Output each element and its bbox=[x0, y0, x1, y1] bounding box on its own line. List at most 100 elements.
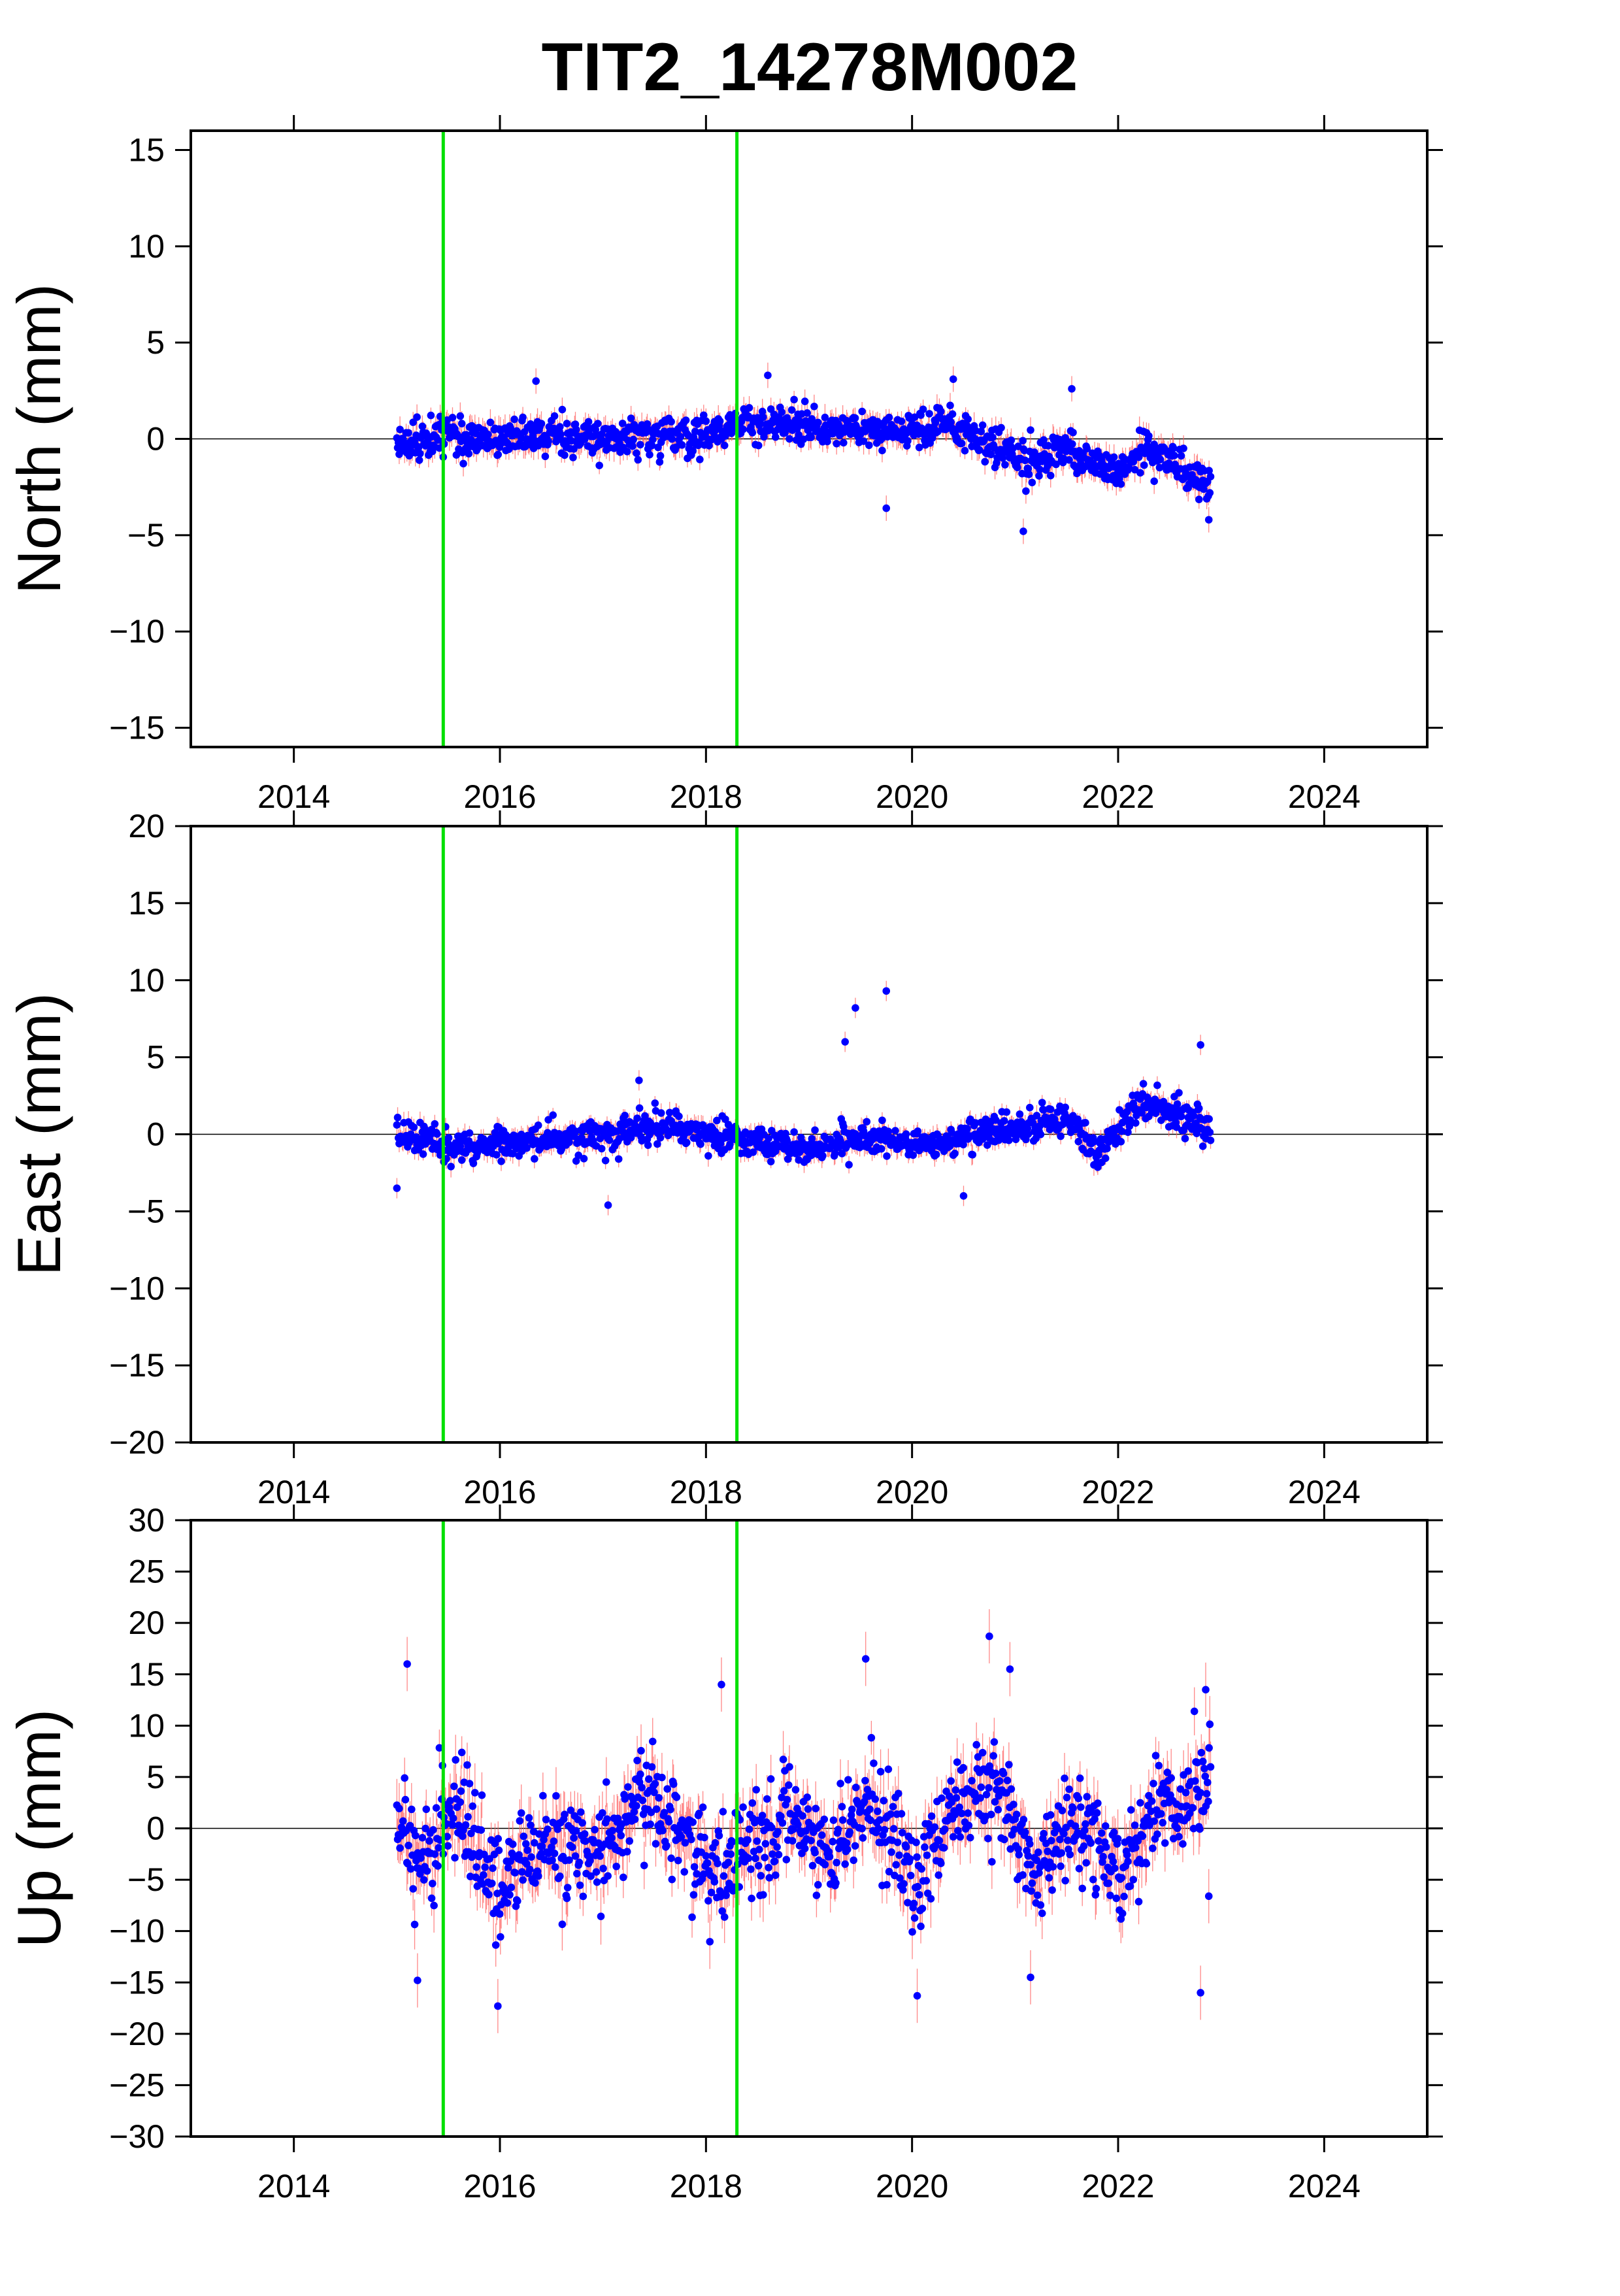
data-point bbox=[1182, 1135, 1189, 1142]
data-point bbox=[1145, 432, 1153, 440]
y-tick-label: −15 bbox=[109, 710, 165, 746]
data-point bbox=[878, 1145, 885, 1153]
error-bars bbox=[397, 363, 1210, 544]
data-point bbox=[1195, 1105, 1203, 1112]
data-point bbox=[1206, 1129, 1214, 1137]
data-point bbox=[563, 420, 571, 427]
data-point bbox=[1027, 426, 1034, 434]
data-point bbox=[1057, 1133, 1065, 1140]
data-point bbox=[1014, 464, 1021, 472]
x-tick-label: 2016 bbox=[463, 778, 536, 815]
data-point bbox=[958, 440, 966, 448]
data-point bbox=[1205, 1115, 1213, 1123]
data-point bbox=[416, 450, 424, 458]
data-point bbox=[981, 458, 989, 466]
data-point bbox=[883, 1152, 891, 1160]
data-point bbox=[1140, 461, 1148, 469]
data-point bbox=[636, 1105, 644, 1112]
data-point bbox=[667, 418, 675, 425]
x-tick-label: 2018 bbox=[670, 778, 742, 815]
data-point bbox=[833, 440, 840, 448]
outlier-point bbox=[950, 375, 957, 383]
data-point bbox=[416, 456, 423, 464]
data-point bbox=[1019, 437, 1027, 444]
data-point bbox=[914, 1127, 922, 1135]
data-point bbox=[814, 419, 822, 427]
data-point bbox=[721, 442, 729, 450]
data-point bbox=[669, 435, 676, 443]
data-point bbox=[627, 414, 635, 422]
data-point bbox=[997, 424, 1005, 432]
x-tick-label: 2024 bbox=[1288, 778, 1361, 815]
data-point bbox=[394, 1114, 402, 1122]
data-point bbox=[961, 447, 969, 455]
data-point bbox=[633, 1114, 641, 1122]
data-point bbox=[633, 450, 640, 458]
data-point bbox=[542, 452, 550, 460]
figure-title: TIT2_14278M002 bbox=[542, 29, 1078, 105]
data-point bbox=[785, 435, 793, 443]
y-tick-label: 20 bbox=[128, 808, 165, 844]
data-point bbox=[557, 431, 565, 439]
data-point bbox=[788, 406, 796, 414]
data-point bbox=[615, 1156, 623, 1163]
data-point bbox=[885, 414, 893, 422]
outlier-point bbox=[764, 371, 772, 379]
data-point bbox=[405, 429, 412, 437]
y-tick-label: −15 bbox=[109, 1347, 165, 1384]
data-point bbox=[1132, 1119, 1140, 1127]
data-point bbox=[1199, 1142, 1207, 1150]
y-tick-label: 0 bbox=[146, 421, 165, 458]
data-point bbox=[1178, 452, 1185, 460]
data-point bbox=[531, 1155, 538, 1163]
data-point bbox=[1022, 488, 1030, 495]
data-point bbox=[696, 456, 704, 463]
y-axis-label: East (mm) bbox=[5, 993, 73, 1276]
data-point bbox=[851, 414, 859, 422]
y-tick-label: −5 bbox=[127, 1193, 165, 1229]
data-point bbox=[445, 1134, 453, 1142]
data-point bbox=[1153, 1082, 1161, 1090]
data-point bbox=[420, 1150, 427, 1158]
y-tick-label: 0 bbox=[146, 1116, 165, 1153]
data-point bbox=[413, 413, 421, 421]
data-point bbox=[551, 412, 559, 420]
data-point bbox=[840, 439, 848, 447]
data-point bbox=[1026, 1104, 1034, 1112]
outlier-point bbox=[532, 377, 540, 385]
data-point bbox=[470, 1159, 478, 1167]
data-point bbox=[919, 405, 927, 413]
y-tick-label: −20 bbox=[109, 1424, 165, 1461]
data-point bbox=[1170, 452, 1178, 459]
data-point bbox=[1206, 489, 1214, 497]
outlier-point bbox=[960, 1192, 968, 1200]
data-point bbox=[767, 1157, 775, 1165]
data-point bbox=[933, 1151, 940, 1159]
data-point bbox=[909, 1152, 917, 1159]
data-point bbox=[898, 418, 906, 425]
data-point bbox=[646, 451, 653, 459]
data-point bbox=[1195, 495, 1203, 503]
data-point bbox=[682, 416, 690, 424]
outlier-point bbox=[841, 1038, 849, 1046]
data-point bbox=[634, 456, 642, 464]
data-point bbox=[891, 1127, 899, 1135]
data-point bbox=[697, 1140, 704, 1148]
data-point bbox=[949, 410, 957, 418]
data-point bbox=[678, 441, 686, 449]
data-point bbox=[535, 1122, 542, 1129]
outlier-point bbox=[1019, 527, 1027, 535]
data-point bbox=[759, 413, 767, 421]
data-point bbox=[458, 1156, 466, 1164]
data-point bbox=[716, 418, 724, 425]
data-point bbox=[1117, 480, 1125, 488]
data-point bbox=[465, 450, 473, 458]
data-point bbox=[484, 431, 492, 439]
data-point bbox=[1178, 1112, 1185, 1120]
data-point bbox=[549, 1111, 557, 1119]
data-point bbox=[393, 1121, 401, 1129]
data-point bbox=[1103, 1145, 1111, 1153]
data-point bbox=[878, 1116, 886, 1124]
data-point bbox=[675, 1112, 683, 1120]
